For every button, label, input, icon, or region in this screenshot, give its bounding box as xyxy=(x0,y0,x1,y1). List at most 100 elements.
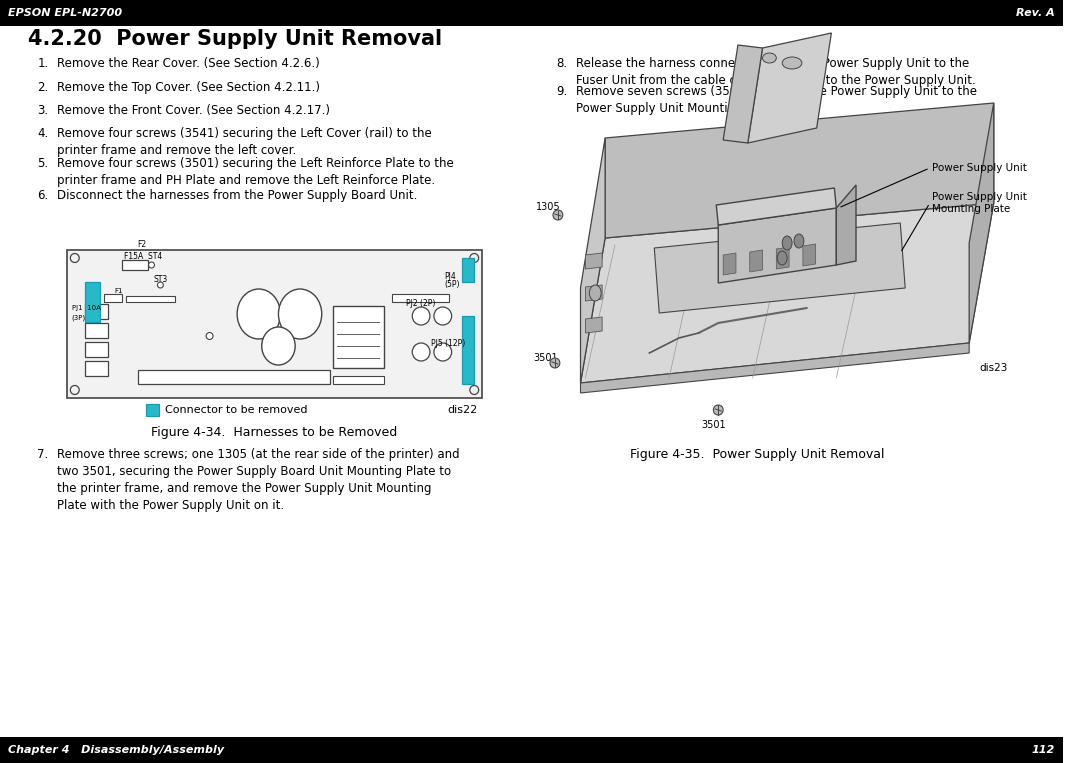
Bar xyxy=(84,282,100,322)
Bar xyxy=(67,250,482,398)
Text: 3.: 3. xyxy=(38,104,49,117)
Text: Release the harness connecting from the Power Supply Unit to the
Fuser Unit from: Release the harness connecting from the … xyxy=(576,57,975,87)
Bar xyxy=(105,294,122,302)
Circle shape xyxy=(553,210,563,220)
Text: Remove the Top Cover. (See Section 4.2.11.): Remove the Top Cover. (See Section 4.2.1… xyxy=(57,81,320,94)
Circle shape xyxy=(413,307,430,325)
Text: Connector to be removed: Connector to be removed xyxy=(165,405,308,415)
Ellipse shape xyxy=(590,285,602,301)
Ellipse shape xyxy=(238,289,281,339)
Bar xyxy=(126,296,175,302)
Polygon shape xyxy=(750,250,762,272)
Circle shape xyxy=(470,253,478,262)
Polygon shape xyxy=(724,45,762,143)
Text: PJ4: PJ4 xyxy=(445,272,457,281)
Text: 4.: 4. xyxy=(38,127,49,140)
Bar xyxy=(333,376,383,384)
Circle shape xyxy=(413,343,430,361)
Polygon shape xyxy=(654,223,905,313)
Bar xyxy=(392,294,448,302)
Ellipse shape xyxy=(782,57,801,69)
Bar xyxy=(84,304,108,319)
Text: 1.: 1. xyxy=(38,57,49,70)
Bar xyxy=(0,0,1063,26)
Text: Remove the Rear Cover. (See Section 4.2.6.): Remove the Rear Cover. (See Section 4.2.… xyxy=(57,57,320,70)
Text: F15A  ST4: F15A ST4 xyxy=(124,252,162,261)
Polygon shape xyxy=(585,317,603,333)
Ellipse shape xyxy=(762,53,777,63)
Polygon shape xyxy=(777,247,789,269)
Bar xyxy=(84,342,108,357)
Circle shape xyxy=(434,343,451,361)
Text: Remove four screws (3501) securing the Left Reinforce Plate to the
printer frame: Remove four screws (3501) securing the L… xyxy=(57,157,454,187)
Ellipse shape xyxy=(778,251,787,265)
Circle shape xyxy=(470,385,478,394)
Text: ST3: ST3 xyxy=(153,275,167,284)
Circle shape xyxy=(550,358,559,368)
Text: 3501: 3501 xyxy=(534,353,558,363)
Text: (5P): (5P) xyxy=(445,280,460,289)
Text: F2: F2 xyxy=(138,240,147,249)
Text: 9.: 9. xyxy=(556,85,567,98)
Text: Figure 4-35.  Power Supply Unit Removal: Figure 4-35. Power Supply Unit Removal xyxy=(631,448,885,461)
Text: Remove three screws; one 1305 (at the rear side of the printer) and
two 3501, se: Remove three screws; one 1305 (at the re… xyxy=(57,448,460,512)
Text: dis23: dis23 xyxy=(978,363,1008,373)
Text: Disconnect the harnesses from the Power Supply Board Unit.: Disconnect the harnesses from the Power … xyxy=(57,189,418,202)
Text: PJ1  10A: PJ1 10A xyxy=(72,305,100,311)
Text: Rev. A: Rev. A xyxy=(1016,8,1055,18)
Polygon shape xyxy=(747,33,832,143)
Circle shape xyxy=(206,333,213,340)
Text: Remove four screws (3541) securing the Left Cover (rail) to the
printer frame an: Remove four screws (3541) securing the L… xyxy=(57,127,432,157)
Circle shape xyxy=(149,262,154,268)
Text: 3501: 3501 xyxy=(701,420,726,430)
Bar xyxy=(84,323,108,338)
Text: Power Supply Unit: Power Supply Unit xyxy=(932,163,1027,173)
Ellipse shape xyxy=(279,289,322,339)
Polygon shape xyxy=(581,203,994,383)
Circle shape xyxy=(70,253,79,262)
Text: Remove the Front Cover. (See Section 4.2.17.): Remove the Front Cover. (See Section 4.2… xyxy=(57,104,330,117)
Polygon shape xyxy=(969,103,994,343)
Circle shape xyxy=(434,307,451,325)
Text: 8.: 8. xyxy=(556,57,567,70)
Circle shape xyxy=(70,385,79,394)
Polygon shape xyxy=(716,188,836,225)
Text: 2.: 2. xyxy=(38,81,49,94)
Text: Power Supply Unit
Mounting Plate: Power Supply Unit Mounting Plate xyxy=(932,192,1027,214)
Bar xyxy=(146,404,160,416)
Text: Chapter 4   Disassembly/Assembly: Chapter 4 Disassembly/Assembly xyxy=(8,745,224,755)
Bar xyxy=(333,306,383,368)
Bar xyxy=(462,316,474,384)
Text: 6.: 6. xyxy=(38,189,49,202)
Text: PJ2 (2P): PJ2 (2P) xyxy=(406,299,435,308)
Bar xyxy=(84,361,108,376)
Circle shape xyxy=(713,405,724,415)
Text: dis22: dis22 xyxy=(447,405,477,415)
Polygon shape xyxy=(605,103,994,238)
Bar xyxy=(122,260,148,270)
Ellipse shape xyxy=(261,327,295,365)
Text: 7.: 7. xyxy=(38,448,49,461)
Text: PJ5 (12P): PJ5 (12P) xyxy=(431,339,465,347)
Polygon shape xyxy=(724,253,735,275)
Bar xyxy=(462,258,474,282)
Bar xyxy=(138,370,329,384)
Text: 5.: 5. xyxy=(38,157,49,170)
Text: F1: F1 xyxy=(114,288,123,294)
Polygon shape xyxy=(585,285,603,301)
Ellipse shape xyxy=(794,234,804,248)
Text: Figure 4-34.  Harnesses to be Removed: Figure 4-34. Harnesses to be Removed xyxy=(151,426,397,439)
Polygon shape xyxy=(802,244,815,266)
Polygon shape xyxy=(581,138,605,383)
Text: 1305: 1305 xyxy=(537,202,561,212)
Polygon shape xyxy=(718,208,836,283)
Polygon shape xyxy=(581,343,969,393)
Polygon shape xyxy=(585,253,603,269)
Text: (3P): (3P) xyxy=(72,314,86,320)
Circle shape xyxy=(158,282,163,288)
Text: Remove seven screws (3501) securing the Power Supply Unit to the
Power Supply Un: Remove seven screws (3501) securing the … xyxy=(576,85,976,115)
Bar xyxy=(0,737,1063,763)
Text: 112: 112 xyxy=(1031,745,1055,755)
Ellipse shape xyxy=(782,236,792,250)
Text: EPSON EPL-N2700: EPSON EPL-N2700 xyxy=(8,8,122,18)
